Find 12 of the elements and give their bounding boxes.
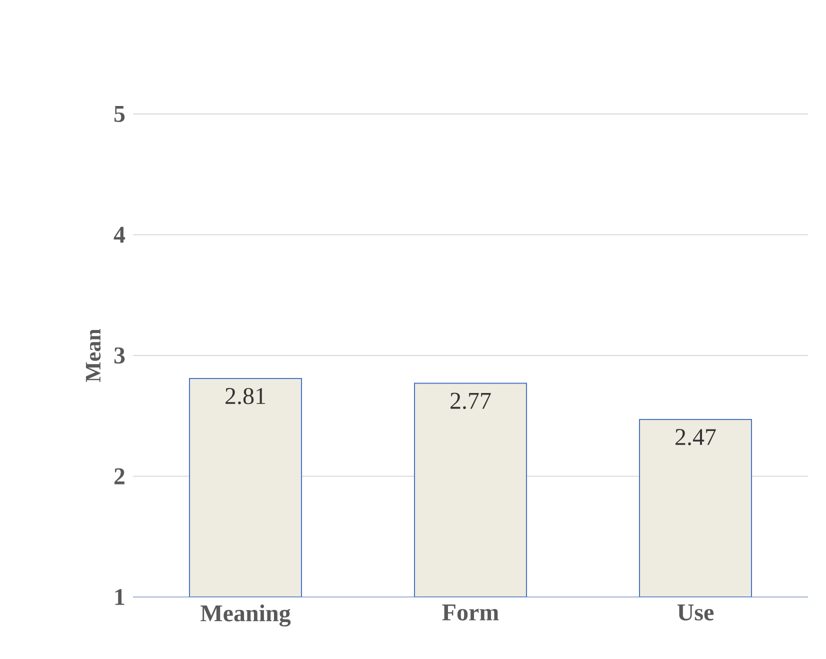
y-axis-title: Mean: [86, 328, 101, 382]
y-tick-label: 1: [115, 589, 124, 605]
data-label: 2.81: [226, 388, 266, 404]
y-tick-label: 2: [114, 468, 124, 484]
x-tick-label: Meaning: [200, 604, 291, 626]
x-tick-label: Form: [442, 604, 499, 620]
y-tick-label: 5: [114, 106, 125, 122]
data-label: 2.47: [676, 429, 716, 446]
y-tick-label: 3: [114, 347, 125, 364]
x-tick-label: Use: [677, 604, 714, 620]
y-tick-label: 4: [114, 226, 126, 243]
data-label: 2.77: [450, 392, 491, 410]
